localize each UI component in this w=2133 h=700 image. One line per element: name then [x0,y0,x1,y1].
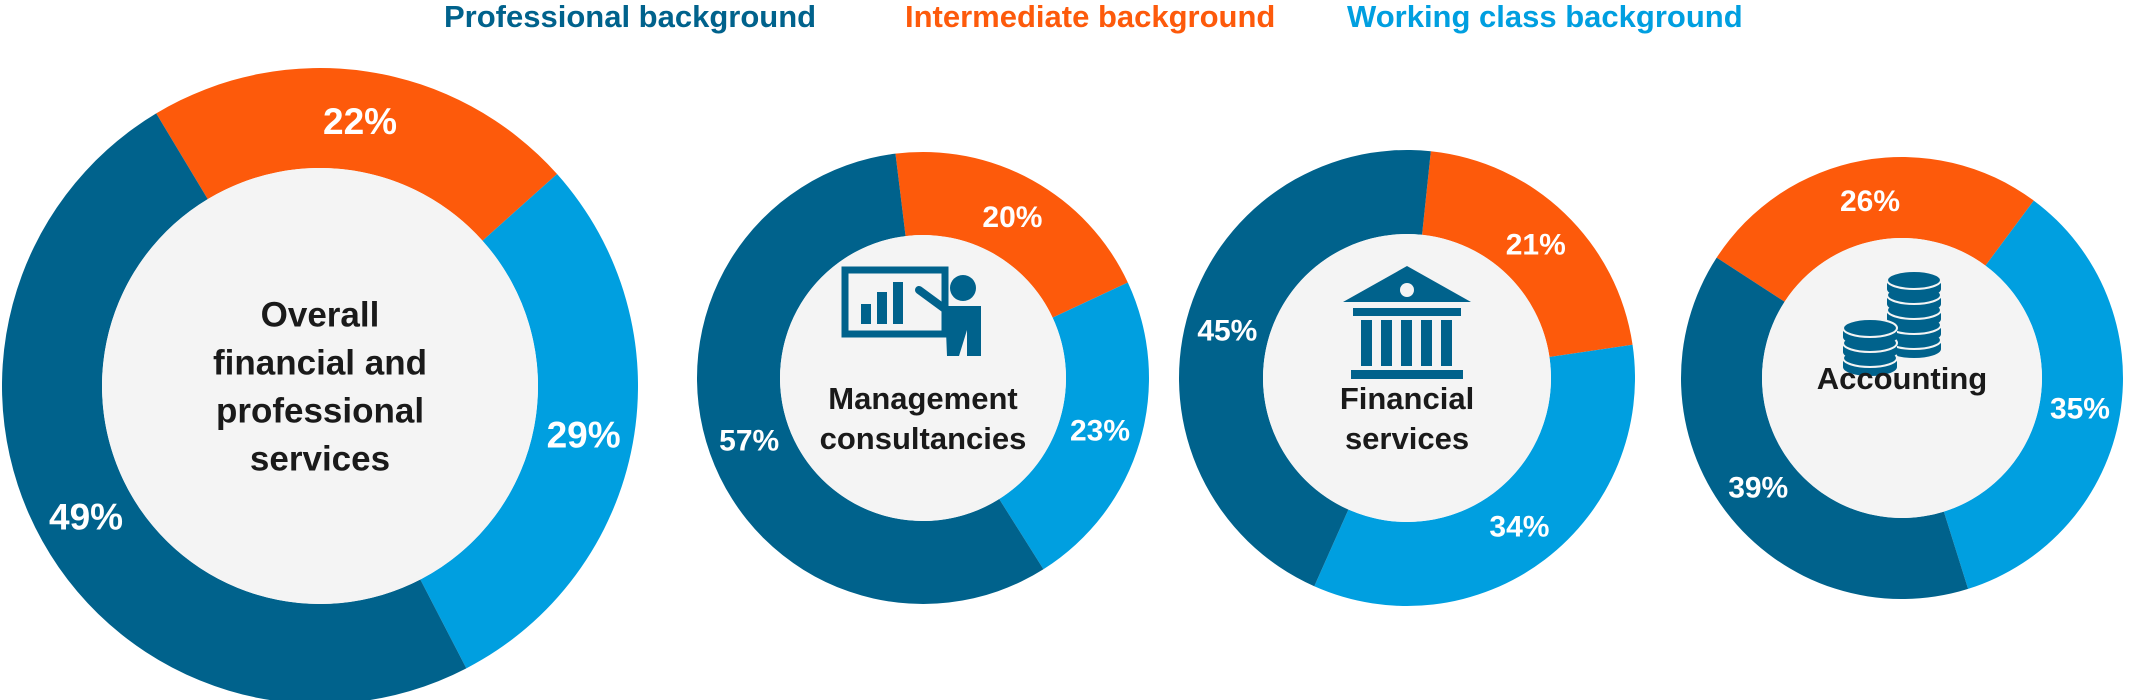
label-working: 34% [1489,511,1549,544]
donut-1: 22% 29% 49% Overall financial and professiona… [2,68,638,700]
donut-title: Management consultancies [820,381,1027,456]
label-professional: 39% [1728,472,1788,505]
slice-working [1314,344,1635,607]
bank-icon [1343,266,1471,379]
donut-3: 21% 34% 45% Financial services [1179,149,1635,607]
donut-title: Financial services [1340,381,1474,456]
slice-intermediate [156,68,558,241]
donut-center [1762,238,2042,518]
label-working: 29% [547,414,621,455]
donut-title: Accounting [1817,361,1988,396]
donut-2: 20% 23% 57% Management consultancies [697,152,1149,604]
legend-working-class: Working class background [1347,0,1743,34]
label-intermediate: 20% [982,201,1042,234]
legend: Professional background Intermediate bac… [444,0,1743,34]
slice-working [999,282,1149,570]
coins-icon [1842,270,1942,376]
label-professional: 45% [1197,314,1257,347]
donut-center [102,168,538,604]
slice-professional [1681,257,1969,600]
label-intermediate: 21% [1506,228,1566,261]
presentation-icon [841,266,981,356]
donut-center [780,235,1066,521]
label-professional: 57% [719,424,779,457]
slice-working [1943,200,2124,589]
slice-intermediate [1422,151,1633,357]
legend-intermediate: Intermediate background [905,0,1275,34]
slice-professional [2,113,467,700]
donut-title: Overall financial and professional services [213,295,427,478]
donut-group: 22% 29% 49% Overall financial and professiona… [2,68,2124,700]
slice-professional [697,153,1044,604]
slice-intermediate [1716,156,2034,302]
legend-professional: Professional background [444,0,816,34]
label-professional: 49% [49,497,123,538]
label-intermediate: 22% [323,101,397,142]
slice-intermediate [895,152,1128,318]
slice-professional [1179,149,1431,587]
label-working: 35% [2050,393,2110,426]
label-intermediate: 26% [1840,185,1900,218]
donut-4: 26% 35% 39% Accounting [1681,156,2124,600]
slice-working [420,174,638,669]
label-working: 23% [1070,415,1130,448]
